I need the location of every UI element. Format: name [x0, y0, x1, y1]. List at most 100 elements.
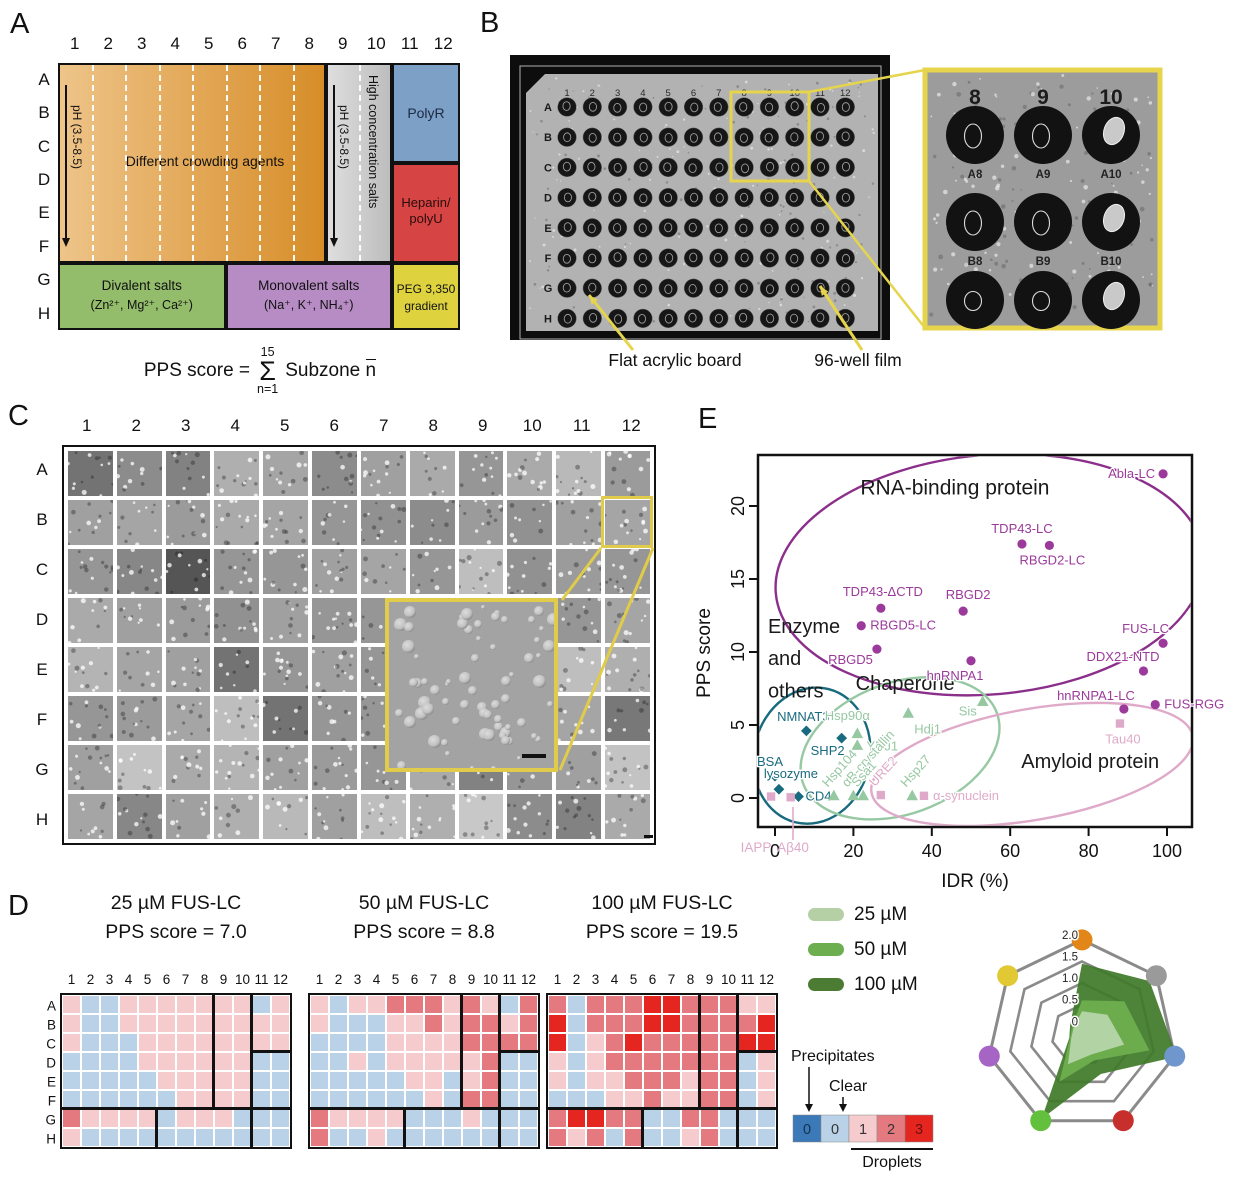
micrograph-tile	[556, 549, 602, 594]
well-droplet	[841, 192, 850, 203]
film-speckle	[750, 146, 754, 150]
inset-speckle	[942, 189, 948, 195]
well-droplet	[841, 102, 850, 112]
zone-label: Amyloid protein	[1021, 751, 1159, 773]
micrograph-column-label: 10	[522, 416, 542, 435]
scale-cell-value: 2	[887, 1122, 895, 1138]
well-droplet	[690, 102, 699, 113]
film-speckle	[629, 242, 632, 245]
data-point-circle	[1150, 699, 1160, 710]
well	[835, 97, 855, 117]
film-speckle	[656, 155, 659, 158]
inset-droplet	[409, 678, 418, 687]
film-speckle	[542, 243, 546, 247]
radar-vertex-dot	[1164, 1045, 1186, 1067]
heatmap-cell	[566, 994, 586, 1014]
film-speckle	[682, 262, 686, 266]
well-droplet	[739, 133, 748, 143]
well	[582, 218, 602, 238]
radar-vertex-dot	[1030, 1110, 1052, 1132]
plate-column-label: 12	[433, 34, 453, 53]
heatmap-cell	[99, 1089, 119, 1109]
well	[835, 157, 855, 177]
film-speckle	[534, 217, 536, 219]
micrograph-column-label: 2	[131, 416, 141, 435]
heatmap-cell	[80, 1070, 100, 1090]
heatmap-cell	[194, 1070, 214, 1090]
heatmap-grid	[545, 992, 778, 1149]
heatmap-cell	[518, 1089, 538, 1109]
film-speckle	[568, 120, 571, 122]
heatmap-cell	[385, 1032, 405, 1052]
panel-d: D 25 µM FUS-LC PPS score = 7.0 1 2 3 4 5 6 7 8 9 10…	[0, 890, 1241, 1180]
heatmap-cell	[604, 1032, 624, 1052]
heatmap-cell	[518, 1070, 538, 1090]
heatmap-cell	[423, 1089, 443, 1109]
heatmap-row-label: D	[46, 1055, 56, 1070]
film-speckle	[833, 299, 837, 303]
heatmap-cell	[80, 994, 100, 1014]
heatmap-cell	[604, 994, 624, 1014]
point-label: YDJ1	[866, 738, 898, 753]
well-droplet	[613, 102, 622, 113]
inset-droplet	[494, 715, 502, 723]
inset-droplet	[441, 739, 448, 746]
film-speckle	[582, 90, 585, 93]
plate-column-label: 9	[338, 34, 348, 53]
heatmap-column-label: 2	[572, 972, 581, 987]
caption-arrow	[587, 294, 635, 351]
micrograph-tile	[312, 451, 357, 496]
well	[557, 218, 577, 238]
inset-well-droplet	[1031, 210, 1051, 236]
inset-speckle	[1091, 92, 1094, 95]
heatmap-score: PPS score = 19.5	[585, 921, 739, 943]
film-speckle	[732, 120, 735, 124]
micrograph-tile	[116, 549, 162, 594]
well	[709, 97, 729, 117]
heatmap-grid	[307, 992, 540, 1149]
inset-speckle	[930, 115, 933, 118]
heatmap-cell	[585, 1013, 605, 1033]
heatmap-cell	[137, 1051, 157, 1071]
film-speckle	[848, 79, 852, 83]
inset-droplet	[505, 724, 511, 730]
heatmap-cell	[328, 1051, 348, 1071]
well-droplet	[663, 162, 672, 173]
heatmap-cell	[461, 1070, 481, 1090]
film-speckle	[677, 232, 681, 236]
well-droplet	[562, 101, 571, 111]
heatmap-cell	[194, 1051, 214, 1071]
well	[759, 157, 779, 177]
heatmap-cell	[366, 1108, 386, 1128]
radar-chart: 0 0.5 1.0 1.5 2.0	[978, 928, 1186, 1132]
subzone-border	[460, 994, 463, 1109]
well-droplet	[739, 192, 749, 203]
heatmap-cell	[309, 994, 329, 1014]
film-speckle	[560, 235, 563, 238]
heatmap-cell	[604, 1127, 624, 1147]
score-color-scale: Precipitates Clear 0 0 1 2 3 Droplets	[791, 1048, 934, 1171]
well	[835, 188, 855, 208]
heatmap-cell	[423, 1051, 443, 1071]
inset-droplet	[539, 626, 544, 631]
film-speckle	[613, 118, 616, 121]
heatmap-cell	[366, 1070, 386, 1090]
inset-speckle	[1030, 92, 1035, 97]
inset-well-droplet	[1031, 290, 1051, 312]
heatmap-cell	[347, 994, 367, 1014]
ph-range-label: pH (3.5-8.5)	[70, 105, 84, 170]
film-speckle	[532, 131, 534, 133]
well-droplet	[816, 222, 825, 233]
heatmap-cell	[61, 1127, 81, 1147]
heatmap-cell	[547, 1032, 567, 1052]
micrograph-column-label: 8	[428, 416, 438, 435]
heatmap-cell	[404, 1051, 424, 1071]
heatmap-cell	[194, 1089, 214, 1109]
data-point-circle	[1119, 704, 1129, 714]
radar-vertex-dot	[1145, 965, 1167, 987]
inset-speckle	[1088, 268, 1091, 270]
heatmap-cell	[213, 1013, 233, 1033]
plate-column-label: 5	[204, 34, 214, 53]
film-speckle	[770, 147, 773, 150]
inset-droplet	[428, 735, 441, 748]
